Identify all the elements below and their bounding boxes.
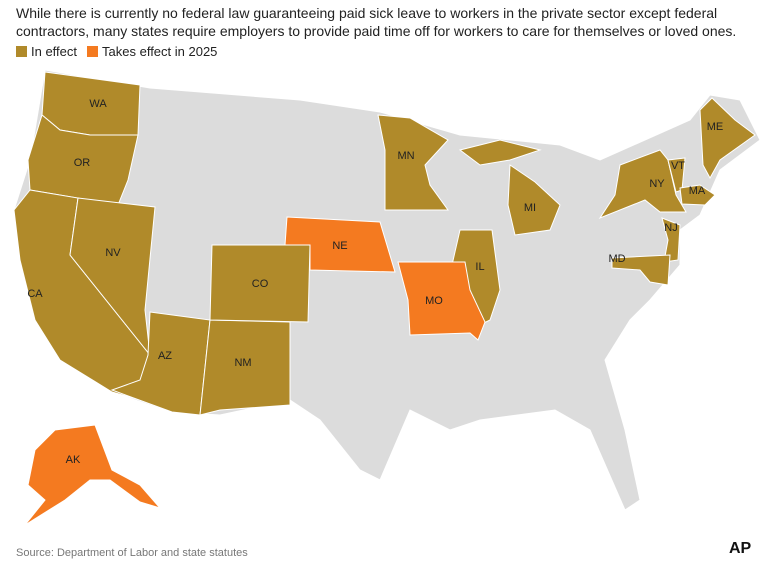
state — [661, 217, 681, 263]
state-label: CA — [27, 288, 43, 300]
state — [598, 149, 687, 220]
state-label: CO — [252, 278, 269, 290]
state-label: AZ — [158, 350, 172, 362]
state — [24, 424, 162, 526]
state-label: OR — [74, 157, 91, 169]
legend-label: In effect — [31, 44, 78, 59]
legend-swatch — [87, 46, 99, 57]
state-label: NV — [105, 247, 121, 259]
state — [69, 197, 156, 357]
state — [397, 261, 486, 341]
logo: AP — [729, 540, 752, 557]
state — [507, 164, 561, 236]
state-label: NY — [649, 178, 665, 190]
legend-swatch — [16, 46, 27, 57]
state-label: NE — [332, 240, 347, 252]
state — [284, 216, 396, 273]
state — [699, 97, 756, 180]
state-label: NM — [234, 357, 251, 369]
legend-item: In effect — [16, 44, 77, 59]
state-label: NJ — [664, 222, 677, 234]
state-label: AK — [66, 454, 81, 466]
state — [611, 254, 671, 286]
state-label: MD — [608, 253, 625, 265]
description: While there is currently no federal law … — [16, 5, 737, 39]
state-label: MN — [397, 150, 414, 162]
legend-label: Takes effect in 2025 — [102, 44, 218, 59]
state-label: MI — [524, 202, 536, 214]
state-label: MO — [425, 295, 443, 307]
state — [377, 114, 449, 211]
source: Source: Department of Labor and state st… — [16, 547, 248, 559]
state-label: IL — [475, 261, 484, 273]
state — [209, 244, 311, 323]
state-label: ME — [707, 121, 724, 133]
legend: In effect Takes effect in 2025 — [16, 44, 217, 59]
state-label: WA — [89, 98, 107, 110]
state — [27, 114, 139, 206]
state — [679, 184, 716, 206]
state — [458, 139, 542, 166]
state-label: VT — [671, 160, 685, 172]
legend-item: Takes effect in 2025 — [87, 44, 217, 59]
state-label: MA — [689, 185, 706, 197]
